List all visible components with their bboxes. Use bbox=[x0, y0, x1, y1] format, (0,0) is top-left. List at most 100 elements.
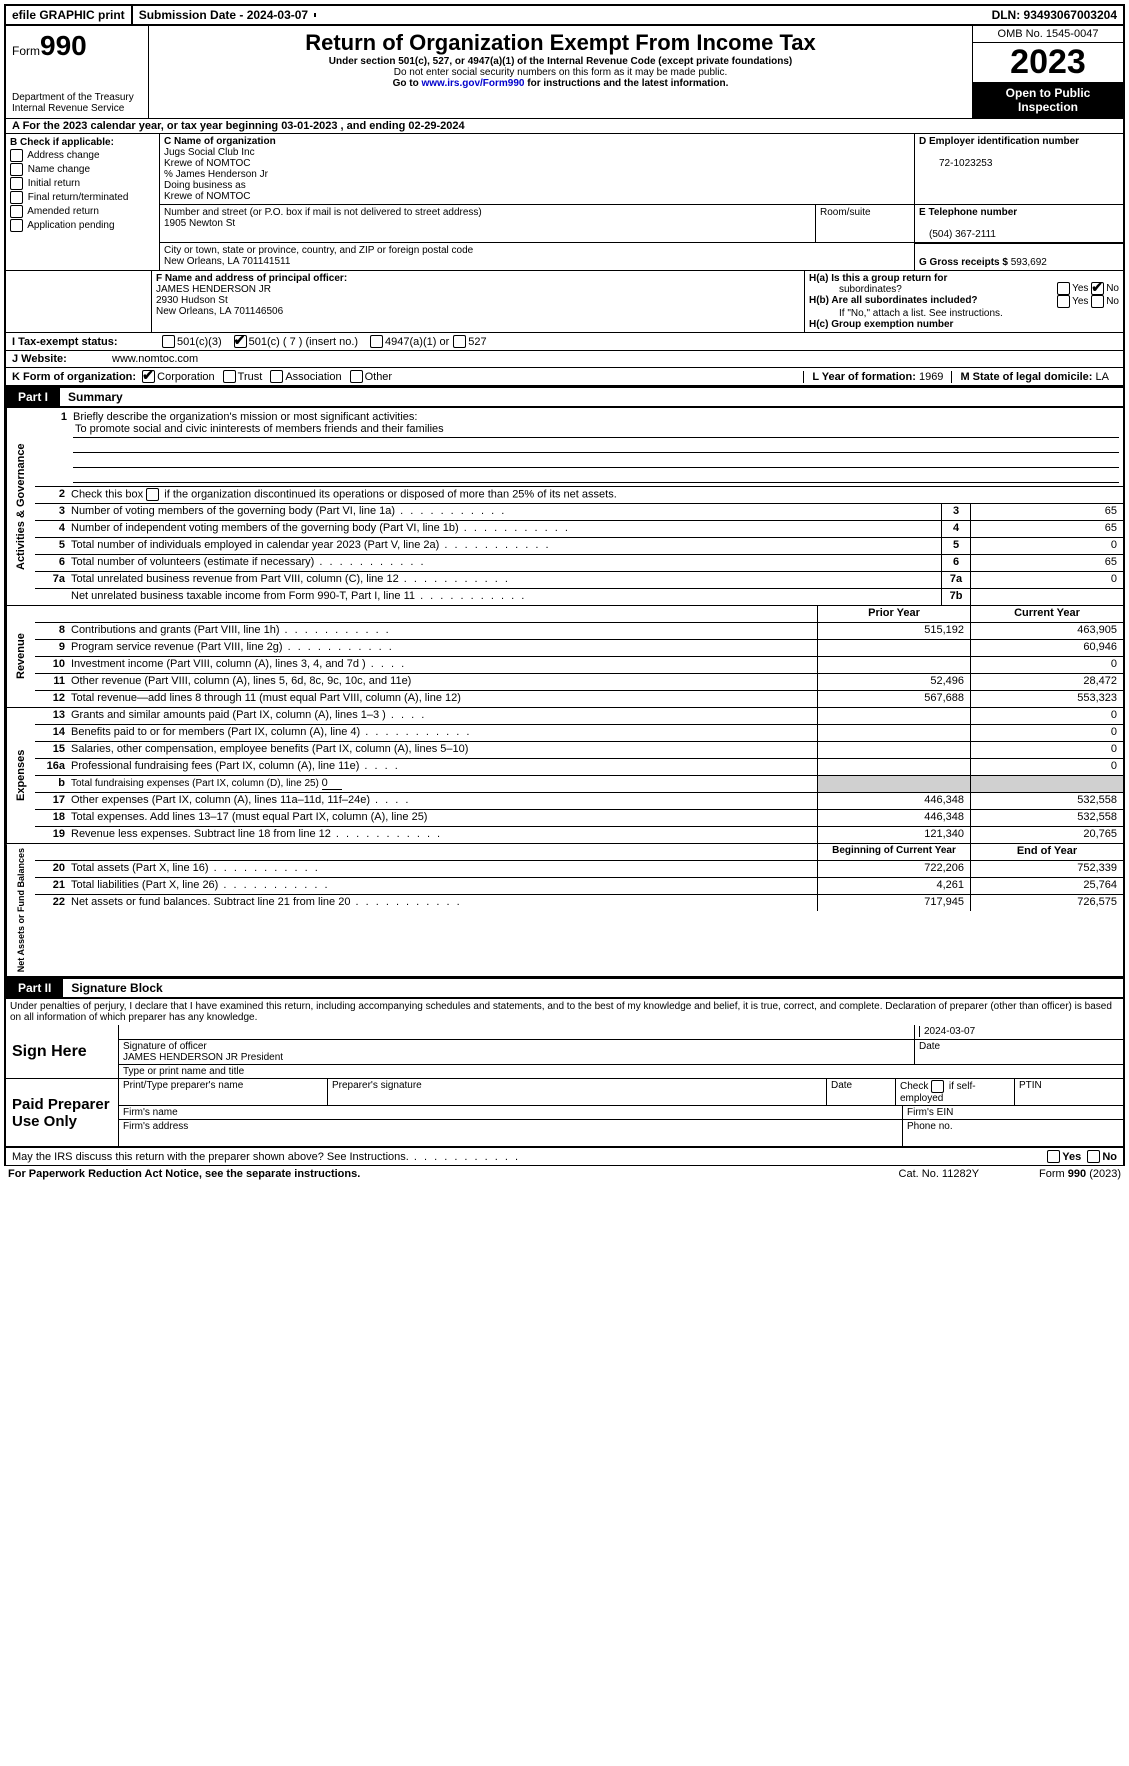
form-subtitle: Under section 501(c), 527, or 4947(a)(1)… bbox=[153, 56, 968, 67]
l10-curr: 0 bbox=[970, 657, 1123, 673]
check-assoc[interactable] bbox=[270, 370, 283, 383]
box-h: H(a) Is this a group return for subordin… bbox=[805, 271, 1123, 332]
row-j-website: J Website: www.nomtoc.com bbox=[4, 351, 1125, 368]
line-7b-val bbox=[970, 589, 1123, 605]
row-klm: K Form of organization: Corporation Trus… bbox=[4, 368, 1125, 387]
box-c-city: City or town, state or province, country… bbox=[160, 243, 915, 270]
l15-curr: 0 bbox=[970, 742, 1123, 758]
l9-curr: 60,946 bbox=[970, 640, 1123, 656]
l12-curr: 553,323 bbox=[970, 691, 1123, 707]
signature-block: Sign Here 2024-03-07 Signature of office… bbox=[4, 1025, 1125, 1148]
l8-curr: 463,905 bbox=[970, 623, 1123, 639]
l19-curr: 20,765 bbox=[970, 827, 1123, 843]
check-app-pending[interactable] bbox=[10, 219, 23, 232]
box-c-address: Number and street (or P.O. box if mail i… bbox=[160, 205, 816, 242]
l16a-curr: 0 bbox=[970, 759, 1123, 775]
discuss-no[interactable] bbox=[1087, 1150, 1100, 1163]
form-title: Return of Organization Exempt From Incom… bbox=[153, 30, 968, 56]
tax-year: 2023 bbox=[973, 43, 1123, 82]
check-other[interactable] bbox=[350, 370, 363, 383]
l12-prior: 567,688 bbox=[817, 691, 970, 707]
l17-prior: 446,348 bbox=[817, 793, 970, 809]
page-footer: For Paperwork Reduction Act Notice, see … bbox=[4, 1166, 1125, 1182]
box-g-receipts: G Gross receipts $ 593,692 bbox=[915, 243, 1123, 270]
h-a-yes[interactable] bbox=[1057, 282, 1070, 295]
l9-prior bbox=[817, 640, 970, 656]
box-c-room: Room/suite bbox=[816, 205, 915, 242]
dln: DLN: 93493067003204 bbox=[986, 6, 1123, 24]
irs-label: Internal Revenue Service bbox=[12, 103, 142, 114]
check-501c3[interactable] bbox=[162, 335, 175, 348]
l21-beg: 4,261 bbox=[817, 878, 970, 894]
row-i-tax-status: I Tax-exempt status: 501(c)(3) 501(c) ( … bbox=[4, 333, 1125, 351]
check-final-return[interactable] bbox=[10, 191, 23, 204]
check-527[interactable] bbox=[453, 335, 466, 348]
check-address-change[interactable] bbox=[10, 149, 23, 162]
submission-date: Submission Date - 2024-03-07 bbox=[131, 6, 314, 24]
efile-label: efile GRAPHIC print bbox=[6, 6, 131, 24]
open-inspection: Open to Public Inspection bbox=[973, 82, 1123, 118]
form-word: Form bbox=[12, 44, 40, 58]
l18-prior: 446,348 bbox=[817, 810, 970, 826]
check-amended[interactable] bbox=[10, 205, 23, 218]
vtab-expenses: Expenses bbox=[6, 708, 35, 843]
vtab-revenue: Revenue bbox=[6, 606, 35, 707]
check-4947[interactable] bbox=[370, 335, 383, 348]
dept-treasury: Department of the Treasury bbox=[12, 92, 142, 103]
l15-prior bbox=[817, 742, 970, 758]
box-d-ein: D Employer identification number 72-1023… bbox=[915, 134, 1123, 204]
part-ii-header: Part II Signature Block bbox=[4, 978, 1125, 999]
irs-link[interactable]: www.irs.gov/Form990 bbox=[421, 78, 524, 89]
l20-end: 752,339 bbox=[970, 861, 1123, 877]
h-a-no[interactable] bbox=[1091, 282, 1104, 295]
l16a-prior bbox=[817, 759, 970, 775]
l11-prior: 52,496 bbox=[817, 674, 970, 690]
h-b-no[interactable] bbox=[1091, 295, 1104, 308]
part-i-header: Part I Summary bbox=[4, 387, 1125, 408]
line-4-val: 65 bbox=[970, 521, 1123, 537]
discuss-row: May the IRS discuss this return with the… bbox=[4, 1148, 1125, 1166]
discuss-yes[interactable] bbox=[1047, 1150, 1060, 1163]
check-501c[interactable] bbox=[234, 335, 247, 348]
h-b-yes[interactable] bbox=[1057, 295, 1070, 308]
form-header: Form990 Department of the Treasury Inter… bbox=[4, 26, 1125, 118]
l18-curr: 532,558 bbox=[970, 810, 1123, 826]
l21-end: 25,764 bbox=[970, 878, 1123, 894]
row-a-tax-year: A For the 2023 calendar year, or tax yea… bbox=[4, 118, 1125, 134]
line-3-val: 65 bbox=[970, 504, 1123, 520]
line-7a-val: 0 bbox=[970, 572, 1123, 588]
check-name-change[interactable] bbox=[10, 163, 23, 176]
check-self-employed[interactable] bbox=[931, 1080, 944, 1093]
l13-curr: 0 bbox=[970, 708, 1123, 724]
omb-number: OMB No. 1545-0047 bbox=[973, 26, 1123, 43]
l17-curr: 532,558 bbox=[970, 793, 1123, 809]
l19-prior: 121,340 bbox=[817, 827, 970, 843]
box-e-phone: E Telephone number (504) 367-2111 bbox=[915, 205, 1123, 242]
vtab-governance: Activities & Governance bbox=[6, 408, 35, 605]
efile-topbar: efile GRAPHIC print Submission Date - 20… bbox=[4, 4, 1125, 26]
ssn-warning: Do not enter social security numbers on … bbox=[153, 67, 968, 78]
l10-prior bbox=[817, 657, 970, 673]
line-6-val: 65 bbox=[970, 555, 1123, 571]
l22-end: 726,575 bbox=[970, 895, 1123, 911]
check-trust[interactable] bbox=[223, 370, 236, 383]
box-f-officer: F Name and address of principal officer:… bbox=[152, 271, 805, 332]
l8-prior: 515,192 bbox=[817, 623, 970, 639]
entity-block: B Check if applicable: Address change Na… bbox=[4, 134, 1125, 271]
vtab-net-assets: Net Assets or Fund Balances bbox=[6, 844, 35, 976]
check-corp[interactable] bbox=[142, 370, 155, 383]
mission-text: To promote social and civic ininterests … bbox=[73, 423, 1119, 438]
check-discontinued[interactable] bbox=[146, 488, 159, 501]
l14-curr: 0 bbox=[970, 725, 1123, 741]
line-5-val: 0 bbox=[970, 538, 1123, 554]
sign-here-label: Sign Here bbox=[6, 1025, 119, 1078]
box-c-name: C Name of organization Jugs Social Club … bbox=[160, 134, 915, 204]
l13-prior bbox=[817, 708, 970, 724]
form-number: 990 bbox=[40, 30, 87, 61]
box-b-checkboxes: B Check if applicable: Address change Na… bbox=[6, 134, 160, 270]
l11-curr: 28,472 bbox=[970, 674, 1123, 690]
perjury-statement: Under penalties of perjury, I declare th… bbox=[4, 999, 1125, 1025]
check-initial-return[interactable] bbox=[10, 177, 23, 190]
l22-beg: 717,945 bbox=[817, 895, 970, 911]
l20-beg: 722,206 bbox=[817, 861, 970, 877]
